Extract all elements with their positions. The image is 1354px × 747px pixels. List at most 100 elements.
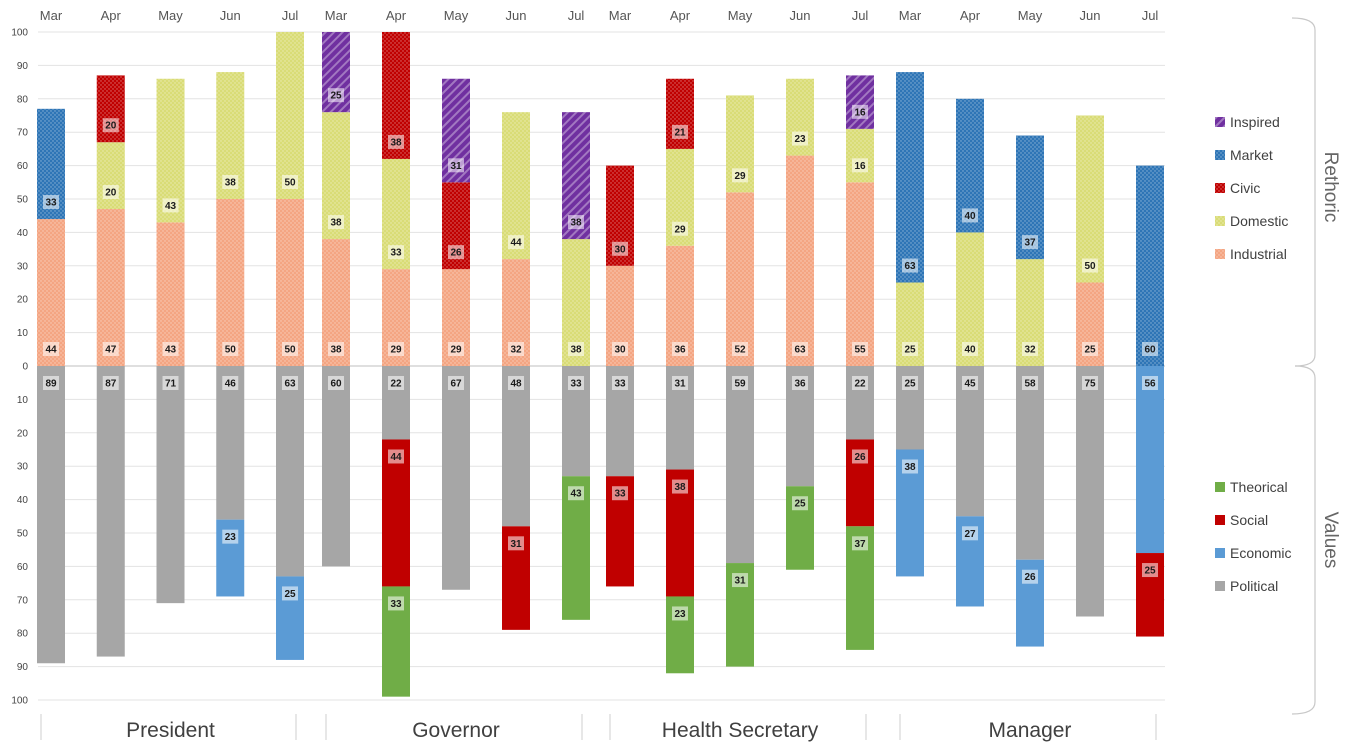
data-label-text: 58 xyxy=(1024,379,1036,390)
bar-segment-political xyxy=(1016,366,1044,560)
data-label-text: 29 xyxy=(674,224,686,235)
data-label-text: 23 xyxy=(674,609,686,620)
data-label-bg xyxy=(612,486,628,501)
data-label: 63 xyxy=(792,342,808,356)
data-label: 37 xyxy=(852,536,868,551)
bar-segment-inspired xyxy=(846,75,874,129)
data-label-bg xyxy=(508,342,524,356)
bar-segment-political xyxy=(442,366,470,590)
data-label-text: 36 xyxy=(794,379,806,390)
data-label-text: 33 xyxy=(570,379,582,390)
data-label-text: 25 xyxy=(1144,566,1156,577)
data-label: 23 xyxy=(792,131,808,146)
data-label-bg xyxy=(672,376,688,390)
data-label-bg xyxy=(1082,376,1098,390)
y-tick-label: 40 xyxy=(17,228,29,239)
y-tick-label: 80 xyxy=(17,629,29,640)
data-label-bg xyxy=(732,168,748,183)
bar-segment-political xyxy=(502,366,530,527)
data-label: 16 xyxy=(852,104,868,119)
data-label-bg xyxy=(282,376,298,390)
month-label: Jun xyxy=(506,8,527,23)
data-label-text: 23 xyxy=(225,532,237,543)
month-label: Mar xyxy=(325,8,348,23)
data-label-text: 38 xyxy=(570,218,582,229)
legend-item-market: Market xyxy=(1215,147,1273,163)
data-label-text: 38 xyxy=(390,137,402,148)
data-label: 71 xyxy=(162,376,179,390)
bar-segment-industrial xyxy=(786,155,814,366)
month-label: Mar xyxy=(899,8,922,23)
data-label-bg xyxy=(102,118,119,133)
data-label-text: 63 xyxy=(284,379,296,390)
y-axis: 1009080706050403020100102030405060708090… xyxy=(11,28,28,707)
data-label-text: 31 xyxy=(734,576,746,587)
data-label-bg xyxy=(902,376,918,390)
bar-segment-domestic xyxy=(276,32,304,199)
y-tick-label: 30 xyxy=(17,462,29,473)
data-label: 33 xyxy=(388,245,404,260)
bar-segment-inspired xyxy=(442,78,470,183)
panel-label: President xyxy=(126,719,215,742)
data-label-text: 50 xyxy=(225,345,237,356)
data-label-bg xyxy=(43,376,59,390)
y-tick-label: 70 xyxy=(17,128,29,139)
data-label: 50 xyxy=(282,175,298,189)
month-label: Apr xyxy=(670,8,691,23)
data-label-text: 89 xyxy=(45,379,57,390)
data-label: 25 xyxy=(1142,563,1158,578)
bar-segment-market xyxy=(1136,165,1164,366)
data-label: 30 xyxy=(612,342,628,356)
data-label: 38 xyxy=(568,342,584,356)
data-label-text: 44 xyxy=(45,345,57,356)
legend-item-theorical: Theorical xyxy=(1215,479,1288,495)
data-label: 25 xyxy=(902,376,918,390)
bar-segment-civic xyxy=(606,165,634,266)
bar-segment-industrial xyxy=(726,192,754,366)
data-label-bg xyxy=(162,198,179,213)
legend-label: Economic xyxy=(1230,545,1291,561)
legend-label: Market xyxy=(1230,147,1273,163)
data-label: 20 xyxy=(102,118,119,133)
data-label-bg xyxy=(282,175,298,189)
legend-item-civic: Civic xyxy=(1215,180,1260,196)
bar-texture xyxy=(846,75,874,129)
data-label-bg xyxy=(222,175,239,189)
legend-swatch xyxy=(1215,548,1225,558)
data-label-bg xyxy=(328,376,344,390)
data-label: 63 xyxy=(902,258,918,273)
data-label: 38 xyxy=(672,479,688,494)
data-label-bg xyxy=(852,158,868,173)
data-label-text: 22 xyxy=(390,379,402,390)
bar-segment-domestic xyxy=(1076,115,1104,283)
data-label-text: 25 xyxy=(284,589,296,600)
data-label-text: 33 xyxy=(614,489,626,500)
data-label-bg xyxy=(792,376,808,390)
data-label-bg xyxy=(388,449,404,464)
data-label: 38 xyxy=(902,459,918,474)
side-label-values: Values xyxy=(1320,512,1341,569)
panel-label: Health Secretary xyxy=(662,719,819,742)
data-label: 25 xyxy=(1082,342,1098,356)
data-label-text: 32 xyxy=(1024,345,1036,356)
data-label-text: 29 xyxy=(734,171,746,182)
legend-label: Social xyxy=(1230,512,1268,528)
data-label: 44 xyxy=(508,235,524,250)
data-label-bg xyxy=(388,245,404,260)
data-label: 29 xyxy=(672,221,688,236)
data-label-text: 26 xyxy=(1024,572,1036,583)
data-label: 67 xyxy=(448,376,464,390)
data-label-text: 38 xyxy=(330,345,342,356)
data-label: 25 xyxy=(902,342,918,356)
data-label-bg xyxy=(102,185,119,200)
data-label: 33 xyxy=(568,376,584,390)
data-label-text: 71 xyxy=(165,379,177,390)
data-label-text: 43 xyxy=(165,345,177,356)
y-tick-label: 60 xyxy=(17,562,29,573)
legend-label: Political xyxy=(1230,578,1278,594)
data-label: 43 xyxy=(162,342,179,356)
bar-segment-domestic xyxy=(382,158,410,270)
bar-segment-domestic xyxy=(726,95,754,193)
data-label-text: 32 xyxy=(510,345,522,356)
